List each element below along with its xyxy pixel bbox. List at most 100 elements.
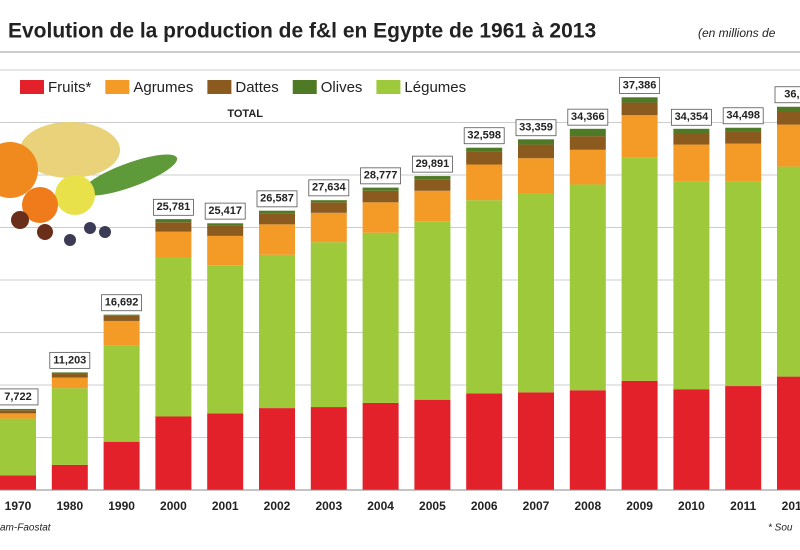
- total-box: [515, 119, 557, 137]
- bar-segment: [621, 157, 658, 381]
- total-box: [722, 107, 764, 125]
- total-label: 27,634: [312, 182, 347, 194]
- bar-segment: [621, 102, 658, 116]
- bar-segment: [207, 265, 244, 414]
- fruit-illustration: [0, 122, 178, 246]
- bar-segment: [673, 181, 710, 390]
- total-label: 34,354: [675, 111, 710, 123]
- legend-label: Agrumes: [133, 79, 193, 96]
- bar-segment: [673, 144, 710, 182]
- bar-segment: [103, 345, 140, 442]
- total-caption: TOTAL: [227, 108, 263, 120]
- bar-segment: [621, 115, 658, 158]
- total-box: [49, 351, 91, 369]
- legend-swatch: [292, 80, 317, 94]
- bar-segment: [518, 158, 554, 194]
- source: am-Faostat: [0, 523, 52, 534]
- total-box: [101, 294, 142, 312]
- bar-segment: [569, 149, 606, 185]
- bar-segment: [414, 221, 451, 400]
- total-label: 11,203: [53, 354, 86, 366]
- total-box: [152, 198, 194, 216]
- legend-swatch: [376, 80, 401, 94]
- bar-segment: [362, 190, 399, 203]
- bar-segment: [777, 106, 800, 112]
- bar-segment: [466, 200, 503, 394]
- total-label: 32,598: [467, 130, 501, 142]
- bar-segment: [0, 410, 36, 414]
- bar-segment: [207, 225, 244, 236]
- bar-segment: [310, 202, 347, 213]
- bar-segment: [51, 372, 88, 374]
- bar-segment: [725, 131, 762, 144]
- bar-segment: [725, 143, 762, 182]
- bar-segment: [310, 242, 347, 408]
- bar-segment: [673, 128, 710, 133]
- chart-title: Evolution de la production de f&l en Egy…: [8, 20, 596, 43]
- legend-swatch: [207, 80, 232, 94]
- bar-segment: [414, 176, 451, 180]
- bar-segment: [259, 254, 295, 409]
- bar-segment: [569, 136, 606, 150]
- bar-segment: [621, 380, 658, 490]
- total-label: 28,777: [364, 170, 398, 182]
- total-box: [308, 179, 350, 197]
- bar-segment: [51, 373, 88, 378]
- bar-segment: [310, 200, 347, 203]
- total-box: [463, 127, 505, 145]
- total-label: 33,359: [519, 122, 553, 134]
- x-tick-label: 2000: [160, 499, 187, 513]
- x-tick-label: 2006: [471, 499, 498, 513]
- bar-segment: [51, 377, 88, 389]
- bar-segment: [777, 166, 800, 377]
- bar-segment: [414, 190, 451, 222]
- total-label: 37,386: [623, 79, 657, 91]
- bar-segment: [621, 97, 658, 103]
- bar-segment: [518, 193, 554, 393]
- total-label: 34,366: [571, 111, 605, 123]
- bar-segment: [310, 407, 347, 490]
- bar-segment: [777, 376, 800, 490]
- bar-segment: [569, 128, 606, 137]
- total-box: [671, 108, 712, 126]
- bar-segment: [259, 408, 295, 490]
- bar-segment: [155, 222, 192, 232]
- x-tick-label: 2004: [367, 499, 394, 513]
- bar-segment: [725, 181, 762, 387]
- bar-segment: [569, 390, 606, 490]
- bar-segment: [466, 393, 503, 490]
- legend-label: Fruits*: [48, 79, 92, 96]
- bar-segment: [51, 464, 88, 490]
- x-tick-label: 2007: [523, 499, 550, 513]
- bar-segment: [259, 213, 295, 225]
- total-box: [204, 202, 246, 220]
- bar-segment: [103, 315, 140, 321]
- total-label: 16,692: [105, 297, 139, 309]
- bar-segment: [103, 441, 140, 490]
- legend-label: Légumes: [404, 79, 466, 96]
- bar-segment: [362, 202, 399, 233]
- bar-segment: [569, 184, 606, 391]
- bar-segment: [259, 210, 295, 214]
- bar-segment: [362, 232, 399, 403]
- bar-segment: [207, 413, 244, 490]
- total-label: 36,5: [784, 89, 800, 101]
- total-box: [774, 86, 800, 104]
- x-tick-label: 2009: [626, 499, 653, 513]
- x-tick-label: 1980: [56, 499, 83, 513]
- footnote: * Sou: [768, 523, 793, 534]
- bar-segment: [0, 413, 36, 419]
- bar-segment: [0, 408, 36, 411]
- bar-segment: [207, 235, 244, 266]
- bar-segment: [155, 416, 192, 490]
- total-box: [567, 108, 609, 126]
- bar-segment: [466, 164, 503, 201]
- x-tick-label: 2002: [264, 499, 291, 513]
- bar-segment: [673, 389, 710, 490]
- bar-segment: [155, 219, 192, 223]
- bar-segment: [725, 127, 762, 132]
- total-box: [619, 77, 660, 94]
- x-tick-label: 2001: [212, 499, 239, 513]
- bar-segment: [310, 212, 347, 243]
